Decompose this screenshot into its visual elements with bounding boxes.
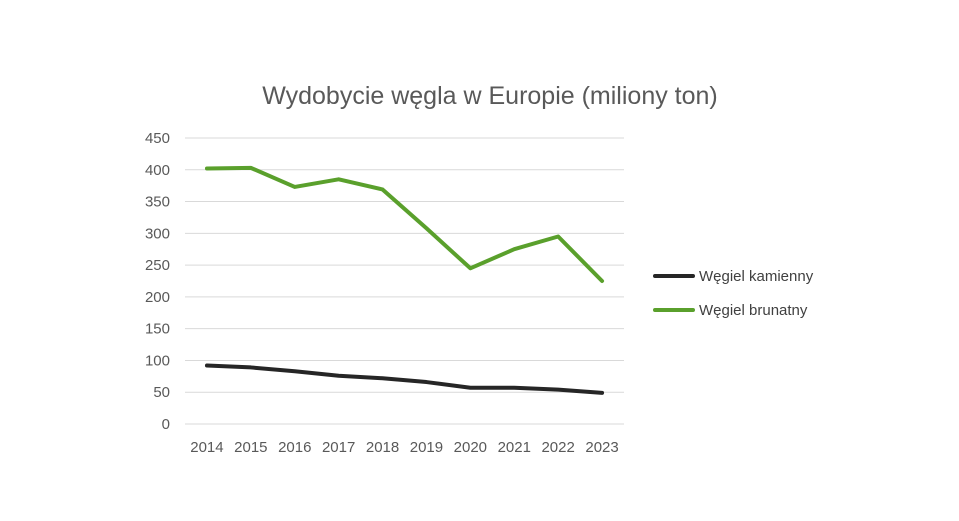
series-line-0: [204, 363, 605, 395]
series-line-1: [204, 165, 605, 283]
y-tick-label: 100: [145, 352, 170, 369]
y-tick-label: 350: [145, 194, 170, 211]
legend-label: Węgiel kamienny: [699, 268, 814, 285]
y-tick-label: 50: [153, 384, 170, 401]
x-tick-label: 2017: [322, 439, 355, 456]
y-tick-label: 250: [145, 257, 170, 274]
x-tick-label: 2020: [454, 439, 487, 456]
x-tick-label: 2022: [541, 439, 574, 456]
y-tick-label: 400: [145, 162, 170, 179]
y-tick-label: 300: [145, 225, 170, 242]
x-tick-label: 2023: [585, 439, 618, 456]
x-tick-label: 2018: [366, 439, 399, 456]
x-tick-label: 2016: [278, 439, 311, 456]
y-tick-label: 450: [145, 130, 170, 147]
x-tick-label: 2021: [498, 439, 531, 456]
legend-label: Węgiel brunatny: [699, 302, 808, 319]
y-tick-label: 200: [145, 289, 170, 306]
chart-title: Wydobycie węgla w Europie (miliony ton): [262, 82, 718, 110]
y-tick-label: 150: [145, 321, 170, 338]
x-tick-label: 2019: [410, 439, 443, 456]
y-tick-label: 0: [162, 416, 170, 433]
x-tick-label: 2015: [234, 439, 267, 456]
x-tick-label: 2014: [190, 439, 223, 456]
